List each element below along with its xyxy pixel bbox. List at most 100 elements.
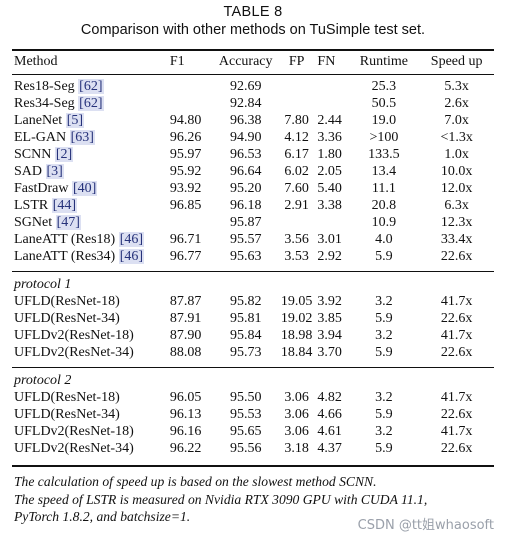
method-name: LaneATT (Res18) [14,232,116,247]
method-name: LaneNet [14,113,63,128]
protocol-label-row: protocol 1 [14,276,492,293]
citation-link[interactable]: [3] [45,164,64,179]
fn-cell [317,78,346,95]
citation-link[interactable]: [63] [69,130,95,145]
speedup-cell: 6.3x [444,198,469,213]
method-name: UFLDv2(ResNet-34) [14,441,134,456]
fn-cell: 4.66 [317,407,342,422]
method-name: EL-GAN [14,130,67,145]
f1-cell: 87.91 [169,311,202,326]
citation-link[interactable]: [40] [71,181,98,196]
method-name: UFLDv2(ResNet-18) [14,424,134,439]
fn-cell: 4.61 [317,424,342,439]
table-row: EL-GAN [63] 96.26 94.90 4.12 3.36 >100 <1.3x [14,129,492,146]
speedup-cell: 1.0x [444,147,469,162]
fp-cell [276,95,318,112]
runtime-cell: 5.9 [375,249,393,264]
footnote-line-2: The speed of LSTR is measured on Nvidia … [14,491,428,507]
fp-cell: 7.60 [284,181,309,196]
table-label: TABLE 8 [223,4,283,20]
speedup-cell: 12.0x [440,181,473,196]
fp-cell: 3.06 [284,424,309,439]
speedup-cell: 10.0x [440,164,473,179]
header-fp: FP [288,54,305,69]
citation-link[interactable]: [62] [78,96,104,111]
citation-link[interactable]: [62] [78,79,104,94]
header-row: Method F1 Accuracy FP FN Runtime Speed u… [14,53,492,70]
citation-link[interactable]: [44] [51,198,78,213]
protocol-label: protocol 1 [14,277,72,292]
fp-cell: 3.06 [284,390,309,405]
fn-cell: 1.80 [317,147,342,162]
runtime-cell: 50.5 [371,96,397,111]
citation-link[interactable]: [5] [65,113,85,128]
protocol1-rule [12,367,494,368]
method-name: UFLD(ResNet-18) [14,390,120,405]
table-row: UFLDv2(ResNet-34) 88.08 95.73 18.84 3.70 5.9 2… [14,344,492,361]
header-table: Method F1 Accuracy FP FN Runtime Speed u… [14,53,492,70]
table-row: SCNN [2] 95.97 96.53 6.17 1.80 133.5 1.0x [14,146,492,163]
runtime-cell: 20.8 [371,198,397,213]
f1-cell: 94.80 [169,113,202,128]
fn-cell [317,95,346,112]
fp-cell: 6.02 [284,164,309,179]
f1-cell: 96.85 [169,198,202,213]
runtime-cell: 25.3 [371,79,397,94]
table-row: Res18-Seg [62] 92.69 25.3 5.3x [14,78,492,95]
runtime-cell: 5.9 [375,345,393,360]
runtime-cell: 3.2 [375,390,393,405]
citation-link[interactable]: [47] [55,215,81,230]
accuracy-cell: 92.84 [229,96,262,111]
method-name: LSTR [14,198,49,213]
method-cell: FastDraw [40] [14,180,170,197]
speedup-cell: 33.4x [440,232,473,247]
runtime-cell: 133.5 [368,147,400,162]
f1-cell: 95.97 [169,147,202,162]
speedup-cell: 41.7x [440,294,473,309]
f1-cell: 96.26 [169,130,202,145]
watermark: CSDN @tt姐whaosoft [357,518,494,533]
table-row: SGNet [47] 95.87 10.9 12.3x [14,214,492,231]
citation-link[interactable]: [2] [54,147,74,162]
f1-cell: 96.22 [169,441,202,456]
top-rule [12,49,494,51]
method-name: Res18-Seg [14,79,75,94]
fp-cell: 2.91 [284,198,309,213]
method-cell: SAD [3] [14,163,170,180]
method-cell: Res34-Seg [62] [14,95,170,112]
fn-cell: 3.36 [317,130,342,145]
method-cell: SGNet [47] [14,214,170,231]
fp-cell: 19.05 [280,294,313,309]
fn-cell: 5.40 [317,181,342,196]
fn-cell: 3.92 [317,294,342,309]
speedup-cell: 7.0x [444,113,469,128]
speedup-cell: 22.6x [440,441,473,456]
citation-link[interactable]: [46] [118,232,145,247]
fn-cell: 3.94 [317,328,342,343]
accuracy-cell: 95.63 [229,249,262,264]
accuracy-cell: 95.53 [229,407,262,422]
method-name: FastDraw [14,181,69,196]
table-row: UFLD(ResNet-18) 87.87 95.82 19.05 3.92 3.2 41.… [14,293,492,310]
bottom-rule [12,465,494,467]
fn-cell: 4.37 [317,441,342,456]
accuracy-cell: 95.65 [229,424,262,439]
speedup-cell: 22.6x [440,345,473,360]
f1-cell: 87.87 [169,294,202,309]
method-cell: UFLD(ResNet-34) [14,406,170,423]
runtime-cell: 3.2 [375,424,393,439]
accuracy-cell: 94.90 [229,130,262,145]
runtime-cell: 13.4 [371,164,397,179]
fp-cell: 3.53 [284,249,309,264]
accuracy-cell: 95.82 [229,294,262,309]
citation-link[interactable]: [46] [118,249,145,264]
runtime-cell: 10.9 [371,215,397,230]
method-name: UFLDv2(ResNet-18) [14,328,134,343]
f1-cell [170,95,216,112]
fp-cell: 3.06 [284,407,309,422]
runtime-cell: 11.1 [371,181,396,196]
fn-cell [317,214,346,231]
method-cell: Res18-Seg [62] [14,78,170,95]
method-cell: UFLDv2(ResNet-34) [14,440,170,457]
runtime-cell: 3.2 [375,294,393,309]
